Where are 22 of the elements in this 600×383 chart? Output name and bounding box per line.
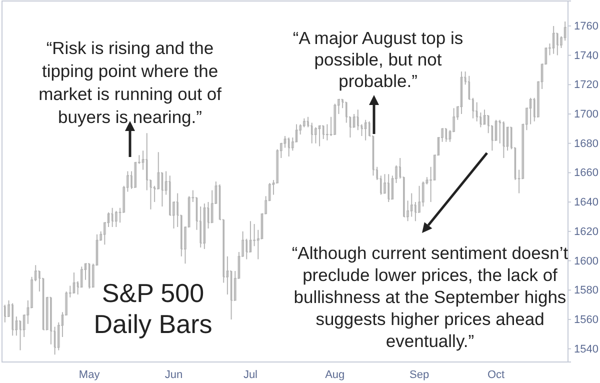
x-tick-label: Oct	[487, 368, 505, 381]
y-tick-label: 1580	[574, 284, 598, 297]
y-tick-label: 1560	[574, 314, 598, 326]
y-tick-label: 1660	[574, 167, 598, 180]
x-tick-label: Aug	[325, 368, 345, 381]
y-tick-label: 1760	[574, 20, 598, 32]
y-tick-label: 1720	[574, 79, 598, 92]
x-tick-label: May	[78, 368, 100, 381]
y-tick-label: 1700	[574, 108, 598, 121]
y-tick-label: 1680	[574, 138, 598, 150]
y-tick-label: 1640	[574, 196, 598, 209]
y-tick-label: 1540	[574, 343, 598, 356]
annotation: “A major August top is possible, but not probable.”	[292, 28, 464, 91]
annotation: “Although current sentiment doesn’t preclude lower prices, the lack of bullishness at the September highs suggests higher prices ahead eventually.”	[292, 243, 568, 351]
x-tick-label: Jul	[243, 368, 258, 381]
x-tick-label: Sep	[409, 368, 430, 381]
y-tick-label: 1740	[574, 50, 598, 62]
text: S&P 500 Daily Bars	[94, 278, 212, 339]
annotation: “Risk is rising and the tipping point where the market is running out of buyers is nearing.”	[38, 38, 222, 127]
y-tick-label: 1600	[574, 255, 598, 268]
y-tick-label: 1620	[574, 226, 598, 238]
x-tick-label: Jun	[164, 368, 183, 381]
